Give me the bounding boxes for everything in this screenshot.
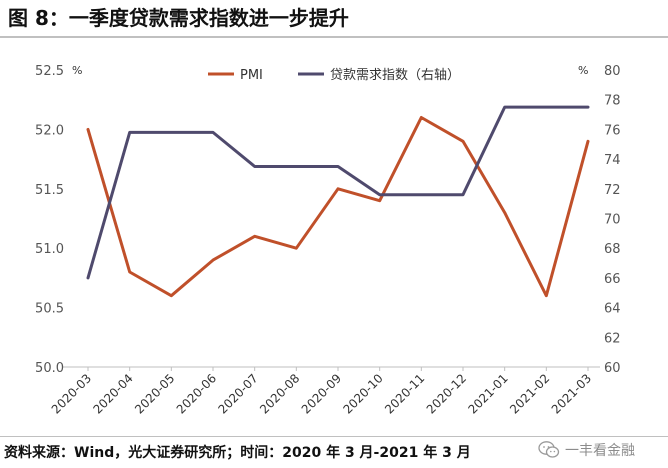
y-left-unit: % xyxy=(72,64,82,77)
legend-label: PMI xyxy=(240,68,263,83)
legend-label: 贷款需求指数（右轴） xyxy=(330,68,460,83)
y-left-tick-label: 51.0 xyxy=(35,242,64,257)
y-right-tick-label: 66 xyxy=(604,272,621,287)
y-right-tick-label: 68 xyxy=(604,242,621,257)
y-left-tick-label: 52.5 xyxy=(35,64,64,79)
watermark: 一丰看金融 xyxy=(538,437,635,463)
x-tick-label: 2021-03 xyxy=(549,371,594,416)
x-tick-label: 2020-12 xyxy=(424,371,469,416)
y-right-tick-label: 74 xyxy=(604,153,621,168)
y-right-tick-label: 72 xyxy=(604,183,621,198)
series-line-loan-demand xyxy=(86,105,590,280)
y-right-tick-label: 78 xyxy=(604,94,621,109)
series-line-pmi xyxy=(86,116,590,298)
y-right-unit: % xyxy=(578,64,588,77)
y-right-tick-label: 80 xyxy=(604,64,621,79)
x-tick-label: 2020-06 xyxy=(174,371,219,416)
chart-title: 图 8：一季度贷款需求指数进一步提升 xyxy=(8,6,349,30)
y-left-tick-label: 51.5 xyxy=(35,183,64,198)
y-left-tick-label: 52.0 xyxy=(35,123,64,138)
x-tick-label: 2020-09 xyxy=(299,371,344,416)
x-tick-label: 2020-11 xyxy=(382,371,427,416)
y-left-tick-label: 50.5 xyxy=(35,302,64,317)
x-tick-label: 2021-02 xyxy=(507,371,552,416)
source-note: 资料来源：Wind，光大证券研究所；时间：2020 年 3 月-2021 年 3… xyxy=(4,445,471,461)
x-tick-label: 2020-10 xyxy=(340,371,385,416)
y-right-tick-label: 60 xyxy=(604,361,621,376)
x-tick-label: 2020-05 xyxy=(132,371,177,416)
y-left-tick-label: 50.0 xyxy=(35,361,64,376)
y-right-tick-label: 76 xyxy=(604,123,621,138)
y-right-tick-label: 62 xyxy=(604,331,621,346)
watermark-text: 一丰看金融 xyxy=(565,443,635,459)
wechat-icon xyxy=(538,441,560,458)
x-tick-label: 2020-04 xyxy=(90,371,135,416)
x-tick-label: 2020-07 xyxy=(215,371,260,416)
title-divider xyxy=(0,36,668,38)
x-tick-label: 2021-01 xyxy=(465,371,510,416)
footer-divider xyxy=(0,436,668,437)
y-right-tick-label: 70 xyxy=(604,213,621,228)
x-tick-label: 2020-08 xyxy=(257,371,302,416)
y-right-tick-label: 64 xyxy=(604,302,621,317)
x-tick-label: 2020-03 xyxy=(49,371,94,416)
line-chart: 2020-032020-042020-052020-062020-072020-… xyxy=(35,64,621,417)
